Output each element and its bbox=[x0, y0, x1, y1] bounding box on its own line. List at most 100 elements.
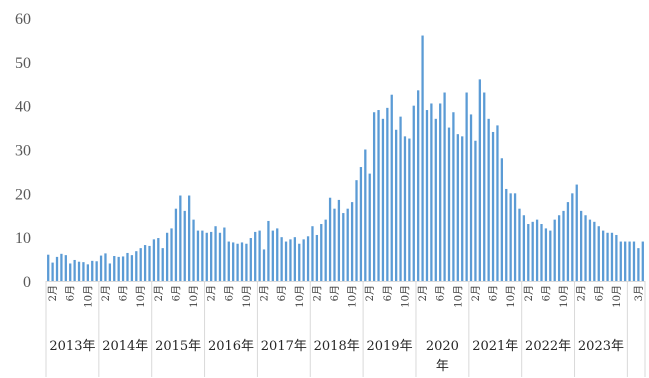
bar bbox=[240, 242, 244, 281]
bar bbox=[588, 219, 592, 281]
bar bbox=[491, 131, 495, 281]
month-tick-label: 6月 bbox=[223, 285, 235, 301]
bar bbox=[311, 226, 314, 281]
month-tick-label: 2月 bbox=[259, 285, 271, 301]
bar bbox=[148, 245, 151, 281]
bar bbox=[232, 242, 235, 281]
bar bbox=[73, 259, 76, 281]
bar bbox=[632, 241, 636, 281]
month-tick-label: 2月 bbox=[576, 285, 588, 301]
bar bbox=[447, 127, 451, 281]
year-label: 2013年 bbox=[49, 339, 95, 354]
month-tick-label: 6月 bbox=[593, 285, 605, 301]
bar bbox=[381, 118, 385, 281]
bar bbox=[372, 112, 376, 282]
bar bbox=[500, 158, 503, 281]
month-tick-label: 3月 bbox=[633, 285, 645, 301]
month-tick-label: 2月 bbox=[417, 285, 429, 301]
bar bbox=[430, 103, 433, 281]
bar bbox=[91, 260, 94, 281]
bar bbox=[320, 224, 323, 281]
bar bbox=[544, 228, 548, 281]
year-label: 2021年 bbox=[472, 339, 518, 354]
bar bbox=[395, 129, 398, 281]
bar bbox=[628, 241, 631, 281]
bar bbox=[399, 116, 402, 282]
bar bbox=[403, 136, 407, 281]
bar bbox=[355, 180, 358, 281]
month-tick-label: 2月 bbox=[364, 285, 376, 301]
month-tick-label: 6月 bbox=[540, 285, 552, 301]
bar bbox=[289, 239, 292, 281]
bar bbox=[610, 232, 614, 281]
bar bbox=[434, 118, 437, 281]
bar bbox=[328, 197, 332, 281]
bar bbox=[584, 215, 587, 281]
bar bbox=[69, 263, 72, 281]
bar bbox=[121, 256, 125, 281]
bar bbox=[452, 112, 455, 282]
bar bbox=[55, 256, 59, 281]
bar bbox=[553, 219, 556, 281]
bar bbox=[196, 230, 200, 281]
year-label-suffix: 年 bbox=[436, 359, 449, 374]
bar bbox=[469, 114, 473, 282]
bar bbox=[192, 219, 195, 281]
bar bbox=[143, 245, 147, 281]
bar bbox=[135, 251, 138, 281]
bar bbox=[157, 238, 160, 281]
year-label: 2018年 bbox=[314, 339, 360, 354]
bar bbox=[465, 92, 468, 282]
bar bbox=[540, 224, 543, 281]
bar bbox=[593, 221, 596, 281]
bar bbox=[276, 228, 279, 281]
bar bbox=[315, 234, 319, 281]
bar bbox=[152, 239, 156, 281]
bar bbox=[368, 173, 371, 281]
bar bbox=[267, 220, 270, 281]
y-tick-label: 20 bbox=[15, 186, 31, 203]
bar bbox=[390, 94, 393, 282]
bar bbox=[527, 224, 530, 281]
bar bbox=[579, 210, 583, 281]
bar bbox=[249, 238, 252, 281]
bar bbox=[271, 230, 274, 281]
bar bbox=[170, 228, 173, 281]
year-label: 2020 bbox=[426, 339, 459, 354]
month-tick-label: 6月 bbox=[65, 285, 77, 301]
bar bbox=[474, 140, 477, 281]
bar bbox=[478, 79, 481, 282]
bar bbox=[443, 92, 446, 282]
year-label: 2014年 bbox=[102, 339, 148, 354]
y-tick-label: 60 bbox=[15, 11, 31, 28]
bar bbox=[575, 184, 578, 281]
bar bbox=[531, 221, 534, 281]
bar bbox=[615, 234, 618, 281]
bar bbox=[108, 263, 112, 281]
bar bbox=[535, 219, 539, 281]
bar bbox=[95, 261, 98, 281]
month-tick-label: 10月 bbox=[241, 285, 253, 308]
bar bbox=[346, 208, 349, 281]
bar bbox=[60, 253, 63, 281]
month-tick-label: 2月 bbox=[523, 285, 535, 301]
bar bbox=[513, 193, 517, 281]
y-tick-label: 40 bbox=[15, 99, 31, 116]
bar bbox=[324, 219, 327, 281]
bar bbox=[130, 255, 134, 281]
month-tick-label: 6月 bbox=[118, 285, 130, 301]
month-tick-label: 10月 bbox=[399, 285, 411, 308]
bar bbox=[557, 215, 561, 281]
month-tick-label: 2月 bbox=[47, 285, 59, 301]
bar bbox=[505, 188, 508, 281]
bar bbox=[641, 241, 644, 281]
month-tick-label: 2月 bbox=[311, 285, 323, 301]
x-axis: 2月 6月 10月 2月 6月 10月 2月 6月 10月 2月 6月 10月 2月 6月 10月 2月 6月 1… bbox=[45, 281, 646, 377]
bar bbox=[161, 248, 164, 282]
bar bbox=[487, 118, 490, 281]
bar bbox=[386, 107, 389, 281]
bar bbox=[113, 256, 116, 281]
month-tick-label: 10月 bbox=[135, 285, 147, 308]
bar bbox=[64, 255, 67, 281]
